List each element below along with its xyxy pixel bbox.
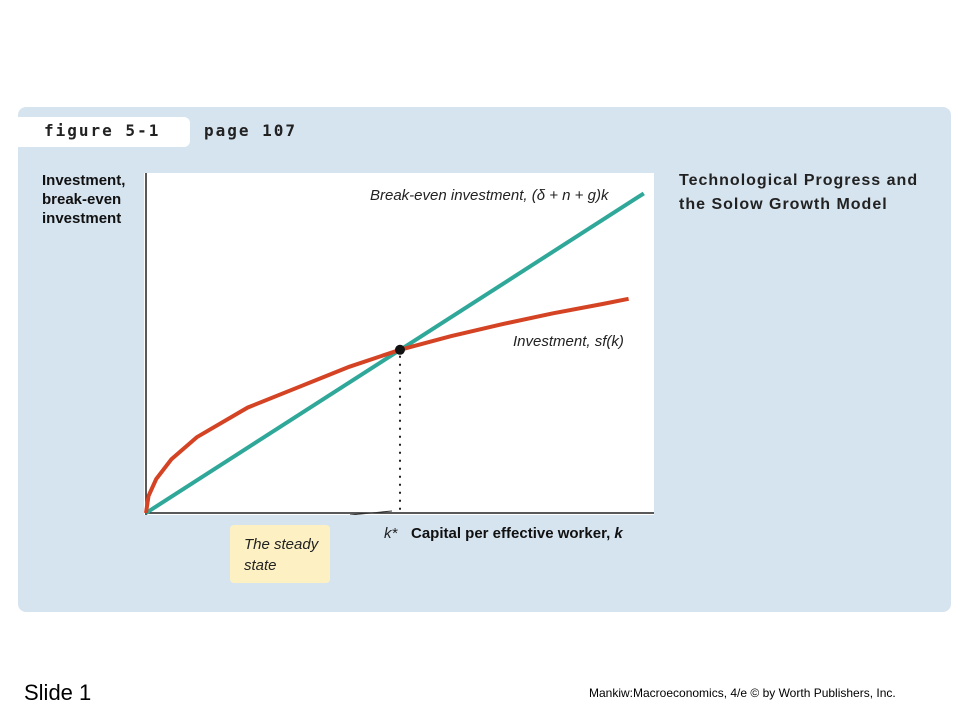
investment-series-label: Investment, sf(k) [513,333,624,350]
steady-state-pointer-line [349,510,393,515]
steady-state-tick-label: k* [384,525,398,542]
breakeven-series-label: Break-even investment, (δ + n + g)k [370,187,609,204]
x-axis-label-text: Capital per effective worker, [411,525,615,542]
chart-title: Technological Progress and the Solow Gro… [679,172,919,213]
steady-state-point [395,344,405,355]
chart-plot [144,173,654,515]
x-axis-label: Capital per effective worker, k [411,525,623,542]
page-label: page 107 [204,121,298,140]
figure-label: figure 5-1 [44,121,161,140]
figure-tab [18,117,190,147]
investment-curve [144,296,629,514]
copyright-credit: Mankiw:Macroeconomics, 4/e © by Worth Pu… [589,686,896,700]
steady-state-annotation: The steady state [230,525,330,583]
y-axis-label: Investment, break-even investment [42,172,126,227]
x-axis-label-variable: k [614,525,623,542]
figure-panel: figure 5-1 page 107 Investment, break-ev… [18,107,951,612]
slide-number: Slide 1 [24,680,92,705]
